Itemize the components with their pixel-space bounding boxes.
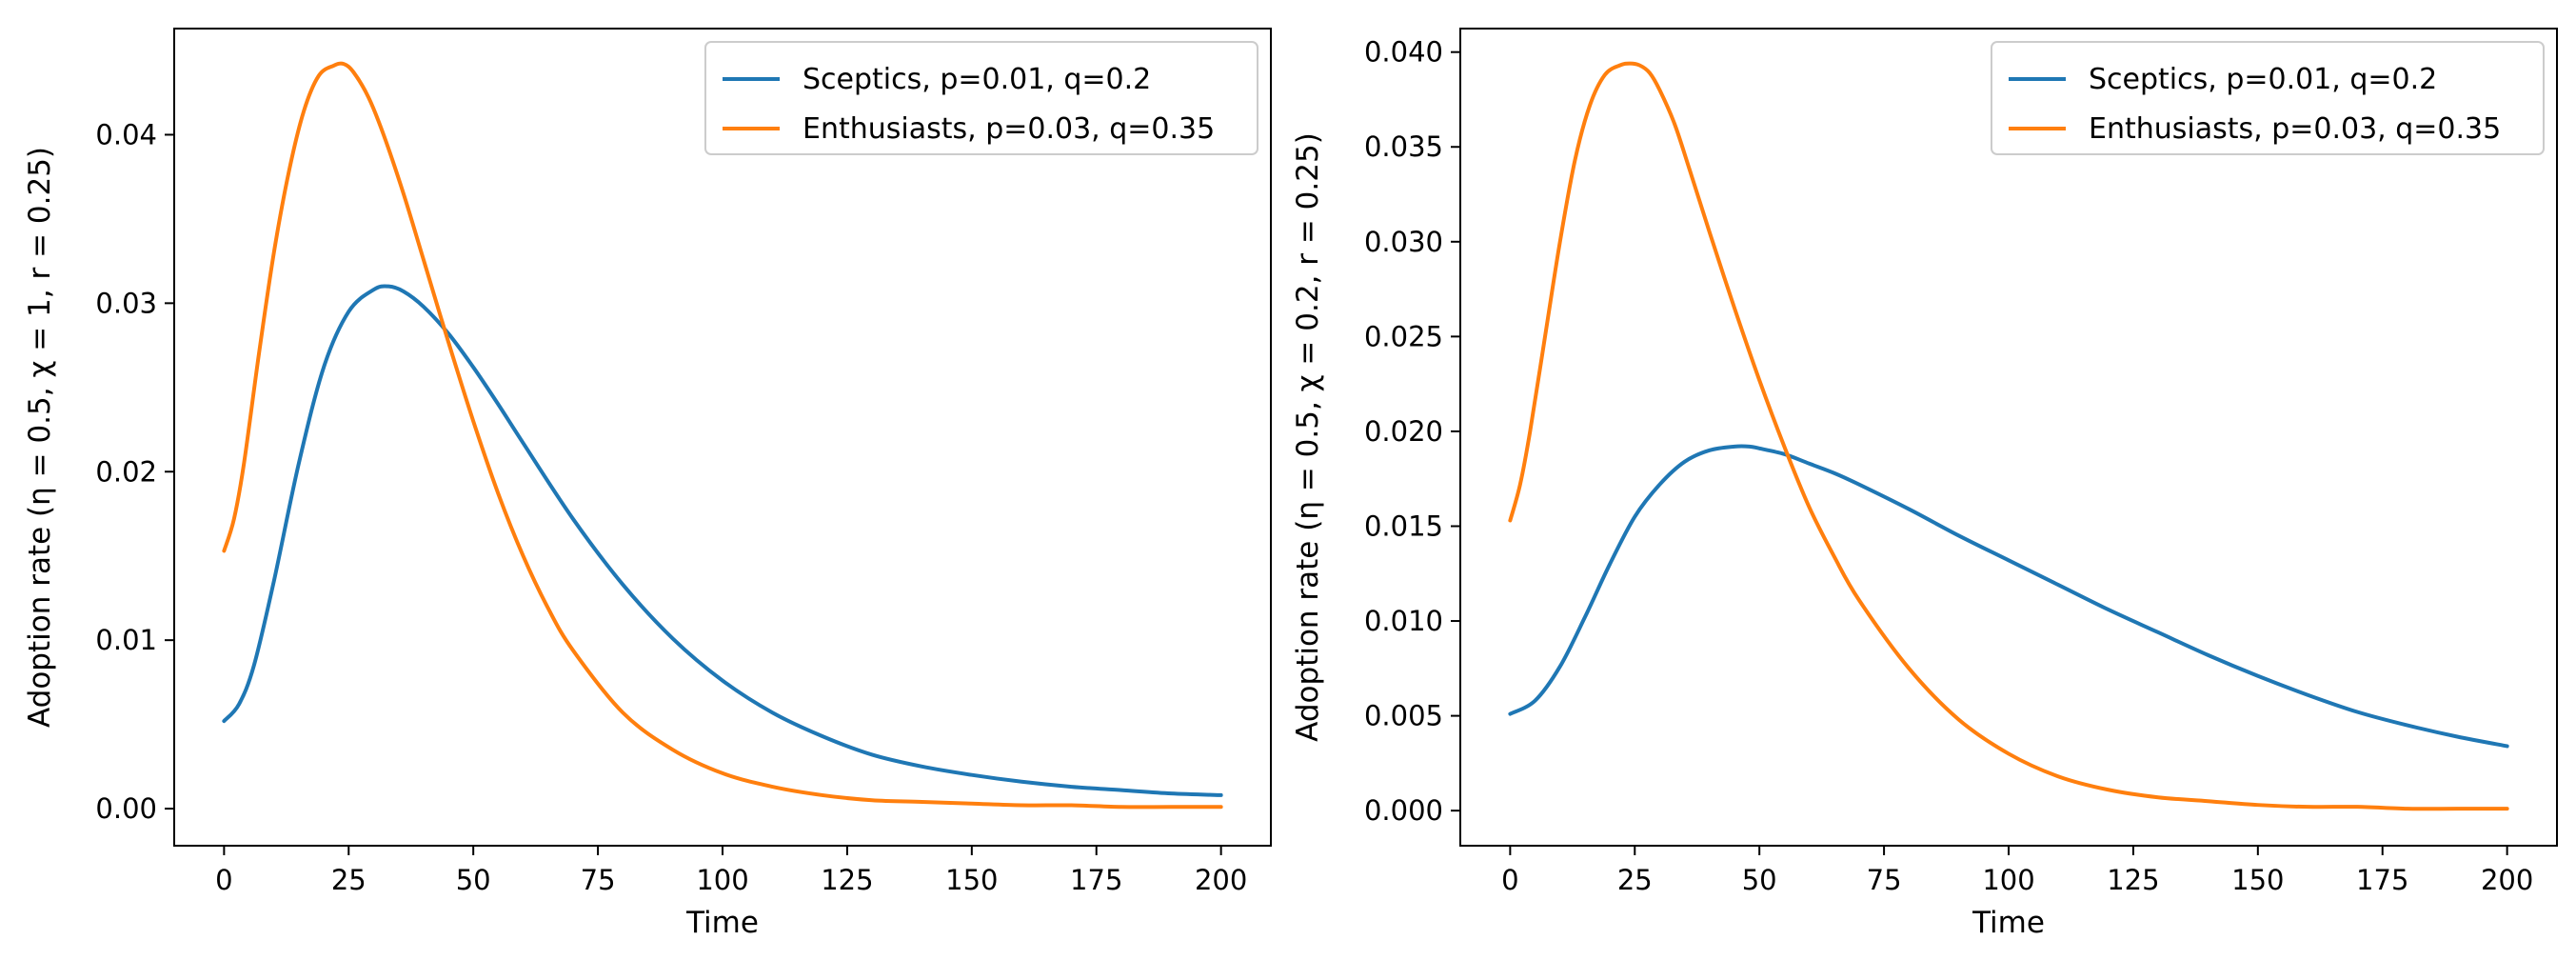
x-axis-label: Time xyxy=(1972,906,2045,940)
x-tick-label: 75 xyxy=(1867,864,1902,896)
y-tick-label: 0.010 xyxy=(1364,605,1443,637)
x-tick-label: 125 xyxy=(2107,864,2159,896)
y-tick-label: 0.035 xyxy=(1364,130,1443,163)
y-axis-label: Adoption rate (η = 0.5, χ = 1, r = 0.25) xyxy=(23,147,57,728)
series-line-enthusiasts xyxy=(222,61,1223,810)
chart-panel-2: 0 25 50 75 100 125 150 175 200 0.000 0.005 0.010 0.0… xyxy=(1291,28,2558,940)
x-tick-label: 25 xyxy=(1617,864,1653,896)
y-tick-label: 0.005 xyxy=(1364,700,1443,732)
y-axis-label: Adoption rate (η = 0.5, χ = 0.2, r = 0.2… xyxy=(1291,132,1325,742)
y-tick-label: 0.025 xyxy=(1364,320,1443,352)
y-tick-label: 0.000 xyxy=(1364,794,1443,827)
x-tick-label: 175 xyxy=(1070,864,1122,896)
y-tick-label: 0.04 xyxy=(95,118,157,150)
x-tick-label: 100 xyxy=(1982,864,2034,896)
x-tick-label: 75 xyxy=(581,864,616,896)
y-tick-label: 0.00 xyxy=(95,792,157,825)
series-line-sceptics xyxy=(222,284,1223,797)
y-tick-label: 0.020 xyxy=(1364,415,1443,448)
x-tick-label: 0 xyxy=(215,864,232,896)
series-line-enthusiasts xyxy=(1508,61,2509,811)
x-tick-label: 100 xyxy=(696,864,748,896)
x-tick-label: 200 xyxy=(1195,864,1247,896)
x-tick-label: 200 xyxy=(2481,864,2533,896)
x-tick-label: 25 xyxy=(331,864,367,896)
legend-label: Sceptics, p=0.01, q=0.2 xyxy=(2089,63,2437,96)
legend: Sceptics, p=0.01, q=0.2 Enthusiasts, p=0.… xyxy=(1991,41,2545,155)
x-tick-label: 150 xyxy=(2231,864,2284,896)
x-tick-label: 0 xyxy=(1501,864,1518,896)
legend-label: Sceptics, p=0.01, q=0.2 xyxy=(803,63,1151,96)
x-tick-label: 50 xyxy=(456,864,491,896)
y-tick-label: 0.015 xyxy=(1364,510,1443,542)
x-tick-label: 50 xyxy=(1742,864,1777,896)
chart-panel-1: 0 25 50 75 100 125 150 175 200 0.00 0.01 0.02 0.03 0.… xyxy=(23,28,1272,940)
x-axis-label: Time xyxy=(685,906,759,940)
x-tick-label: 175 xyxy=(2356,864,2408,896)
x-tick-label: 125 xyxy=(821,864,873,896)
legend-label: Enthusiasts, p=0.03, q=0.35 xyxy=(803,112,1215,146)
y-tick-label: 0.01 xyxy=(95,624,157,656)
y-tick-label: 0.040 xyxy=(1364,36,1443,69)
legend-label: Enthusiasts, p=0.03, q=0.35 xyxy=(2089,112,2501,146)
y-tick-label: 0.03 xyxy=(95,287,157,319)
legend: Sceptics, p=0.01, q=0.2 Enthusiasts, p=0.… xyxy=(704,41,1258,155)
y-tick-label: 0.030 xyxy=(1364,226,1443,258)
legend-box xyxy=(704,41,1258,155)
x-tick-label: 150 xyxy=(945,864,998,896)
legend-box xyxy=(1991,41,2545,155)
y-tick-label: 0.02 xyxy=(95,455,157,488)
series-line-sceptics xyxy=(1508,444,2509,749)
